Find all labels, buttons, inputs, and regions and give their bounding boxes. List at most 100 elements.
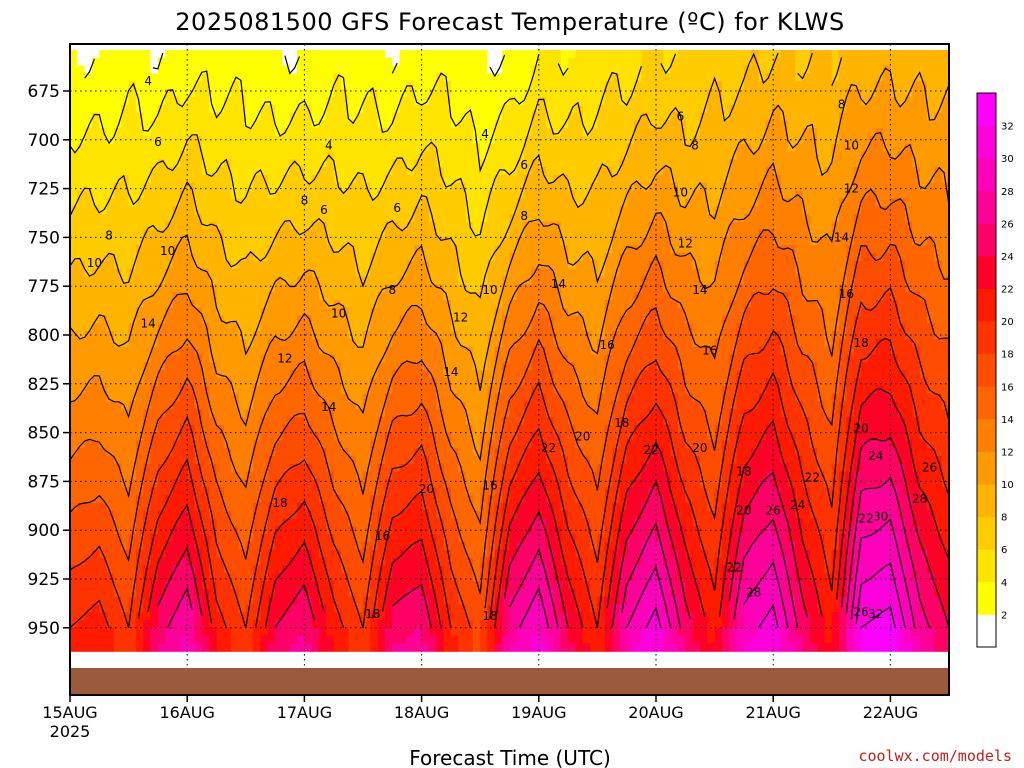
- contour-label: 12: [678, 236, 693, 250]
- y-tick-label: 675: [28, 82, 60, 102]
- x-tick-label: 17AUG: [277, 703, 332, 722]
- contour-label: 32: [868, 607, 883, 621]
- contour-label: 18: [853, 336, 868, 350]
- x-axis-label: Forecast Time (UTC): [409, 746, 611, 768]
- contour-label: 26: [853, 605, 868, 619]
- colorbar-label: 24: [1001, 252, 1014, 263]
- colorbar-label: 6: [1001, 545, 1007, 556]
- colorbar-swatch: [977, 223, 996, 257]
- contour-label: 6: [154, 135, 162, 149]
- colorbar-label: 30: [1001, 154, 1014, 165]
- contour-label: 18: [736, 465, 751, 479]
- contour-label: 14: [551, 277, 566, 291]
- contour-label: 20: [736, 504, 751, 518]
- contour-label: 18: [365, 607, 380, 621]
- chart-title: 2025081500 GFS Forecast Temperature (ºC)…: [175, 8, 844, 36]
- contour-label: 20: [419, 482, 434, 496]
- colorbar-swatch: [977, 386, 996, 420]
- contour-label: 16: [600, 338, 615, 352]
- x-tick-label: 21AUG: [745, 703, 800, 722]
- contour-label: 22: [858, 511, 873, 525]
- y-tick-label: 825: [28, 375, 60, 395]
- contour-label: 10: [87, 256, 102, 270]
- colorbar-frame: [976, 92, 997, 648]
- contour-label: 14: [321, 400, 336, 414]
- colorbar-label: 8: [1001, 513, 1007, 524]
- contour-label: 18: [482, 609, 497, 623]
- x-tick-label: 20AUG: [628, 703, 683, 722]
- x-tick-label: 22AUG: [863, 703, 918, 722]
- plot-frame: [69, 43, 950, 696]
- y-axis: 675 700 725 750 775 800 825 850 875 900 925 950: [28, 82, 70, 639]
- contour-label: 12: [453, 310, 468, 324]
- contour-label: 24: [868, 449, 883, 463]
- x-tick-label: 18AUG: [394, 703, 449, 722]
- contour-label: 8: [388, 283, 396, 297]
- x-tick-label: 19AUG: [511, 703, 566, 722]
- colorbar-label: 20: [1001, 317, 1014, 328]
- y-tick-label: 700: [28, 131, 60, 151]
- y-tick-label: 725: [28, 180, 60, 200]
- contour-label: 22: [805, 470, 820, 484]
- colorbar-label: 28: [1001, 187, 1014, 198]
- contour-label: 16: [482, 478, 497, 492]
- colorbar-swatch: [977, 581, 996, 615]
- contour-24: [157, 436, 949, 629]
- contour-label: 6: [677, 109, 685, 123]
- contour-label: 14: [834, 230, 849, 244]
- x-tick-label: 16AUG: [159, 703, 214, 722]
- colorbar-swatch: [977, 158, 996, 192]
- contour-10: [70, 67, 949, 391]
- contour-30: [645, 562, 906, 629]
- colorbar-swatch: [977, 451, 996, 485]
- contour-label: 20: [575, 430, 590, 444]
- colorbar-swatch: [977, 418, 996, 452]
- contour-label: 10: [482, 283, 497, 297]
- contour-label: 6: [520, 158, 528, 172]
- colorbar-swatch: [977, 190, 996, 224]
- y-tick-label: 950: [28, 619, 60, 639]
- colorbar-swatch: [977, 288, 996, 322]
- colorbar-swatch: [977, 125, 996, 159]
- contour-label: 22: [643, 443, 658, 457]
- contour-label: 18: [272, 496, 287, 510]
- contour-14: [70, 188, 949, 525]
- colorbar-swatch: [977, 353, 996, 387]
- y-tick-label: 875: [28, 472, 60, 492]
- colorbar-swatch: [977, 321, 996, 355]
- contour-label: 14: [692, 283, 707, 297]
- credit-link[interactable]: coolwx.com/models: [858, 747, 1012, 765]
- y-tick-label: 800: [28, 326, 60, 346]
- x-tick-year: 2025: [50, 722, 91, 741]
- ground-surface: [70, 668, 949, 695]
- x-tick-label: 15AUG: [42, 703, 97, 722]
- temperature-fill: [70, 50, 949, 652]
- contour-label: 8: [838, 98, 846, 112]
- contour-label: 22: [726, 560, 741, 574]
- contour-label: 8: [301, 193, 309, 207]
- contour-20: [70, 337, 949, 629]
- colorbar-swatch: [977, 614, 996, 648]
- colorbar-label: 16: [1001, 382, 1014, 393]
- grid-lines: [70, 44, 949, 695]
- contour-label: 20: [853, 422, 868, 436]
- contour-label: 8: [691, 139, 699, 153]
- contour-label: 12: [277, 351, 292, 365]
- colorbar-label: 32: [1001, 122, 1014, 133]
- contour-label: 28: [912, 492, 927, 506]
- contour-label: 24: [790, 498, 805, 512]
- contour-label: 14: [140, 316, 155, 330]
- colorbar-label: 10: [1001, 480, 1014, 491]
- colorbar-label: 12: [1001, 447, 1014, 458]
- contour-2: [84, 52, 506, 79]
- contour-label: 10: [160, 244, 175, 258]
- contour-label: 10: [673, 186, 688, 200]
- contour-label: 16: [702, 344, 717, 358]
- colorbar-label: 26: [1001, 219, 1014, 230]
- contour-label: 6: [393, 201, 401, 215]
- contour-label: 22: [541, 441, 556, 455]
- colorbar-label: 14: [1001, 415, 1014, 426]
- contour-label: 16: [375, 529, 390, 543]
